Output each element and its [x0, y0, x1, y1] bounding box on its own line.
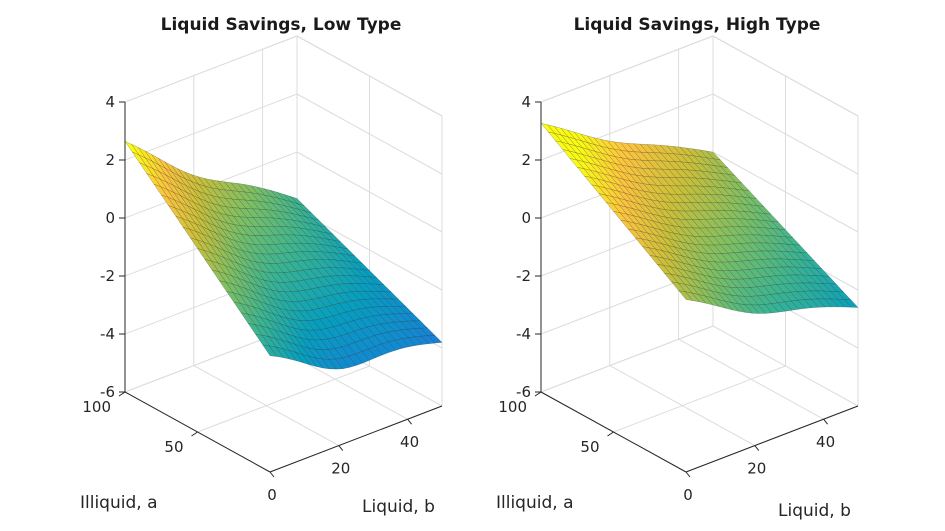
- y-tick-label: 100: [498, 398, 527, 416]
- y-tick-mark: [118, 391, 126, 397]
- axes: -6 -4 -2 0 2 4 50 100 0 20 40: [82, 93, 443, 504]
- x-tick-mark: [685, 471, 691, 478]
- z-tick-label: 4: [105, 93, 115, 111]
- grid-line-z: [124, 93, 298, 161]
- x-tick-mark: [823, 418, 828, 425]
- grid-line-top: [540, 35, 714, 103]
- grid-line-a: [540, 325, 714, 393]
- x-axis-line: [685, 405, 859, 473]
- chart-title: Liquid Savings, Low Type: [161, 15, 402, 35]
- y-axis-label: Illiquid, a: [80, 493, 158, 513]
- z-tick-label: 2: [105, 151, 115, 169]
- z-tick-label: 4: [521, 93, 531, 111]
- z-tick-label: 0: [521, 209, 531, 227]
- surface-patch: [262, 344, 277, 357]
- surface-patch: [678, 290, 694, 301]
- chart-title: Liquid Savings, High Type: [574, 15, 821, 35]
- z-tick-label: -2: [100, 267, 115, 285]
- x-tick-mark: [754, 445, 760, 451]
- x-axis-label: Liquid, b: [778, 501, 851, 521]
- x-tick-label: 20: [331, 460, 350, 478]
- surface: [540, 122, 859, 314]
- y-tick-label: 50: [580, 438, 599, 456]
- z-tick-label: 2: [521, 151, 531, 169]
- x-tick-label: 40: [400, 433, 419, 451]
- grid-line-a: [197, 365, 370, 433]
- x-tick-mark: [407, 418, 412, 425]
- x-tick-mark: [269, 471, 275, 478]
- x-tick-label: 40: [816, 433, 835, 451]
- x-axis-label: Liquid, b: [362, 497, 435, 517]
- axes: -6 -4 -2 0 2 4 50 100 0 20 40: [498, 93, 859, 504]
- grid-line-top: [712, 35, 859, 117]
- x-tick-label: 0: [267, 486, 277, 504]
- y-tick-mark: [534, 391, 542, 397]
- z-tick-label: -6: [100, 383, 115, 401]
- z-tick-label: -4: [516, 325, 531, 343]
- z-tick-label: -2: [516, 267, 531, 285]
- y-tick-mark: [607, 431, 614, 437]
- chart-low-type: -6 -4 -2 0 2 4 50 100 0 20 40 Liquid Savings, Low T…: [80, 15, 443, 517]
- y-tick-label: 100: [82, 398, 111, 416]
- y-tick-mark: [191, 431, 198, 437]
- x-tick-label: 20: [747, 460, 766, 478]
- surface: [124, 140, 443, 370]
- y-axis-label: Illiquid, a: [496, 493, 574, 513]
- grid-line-top: [124, 35, 298, 103]
- x-tick-label: 0: [683, 486, 693, 504]
- z-tick-label: -6: [516, 383, 531, 401]
- x-axis-line: [269, 405, 443, 473]
- z-tick-label: 0: [105, 209, 115, 227]
- x-tick-mark: [338, 445, 344, 451]
- z-tick-label: -4: [100, 325, 115, 343]
- chart-high-type: -6 -4 -2 0 2 4 50 100 0 20 40 Liquid Savings, High …: [496, 15, 859, 521]
- grid-line-a: [613, 365, 786, 433]
- y-tick-label: 50: [164, 438, 183, 456]
- grid-line-top: [296, 35, 443, 117]
